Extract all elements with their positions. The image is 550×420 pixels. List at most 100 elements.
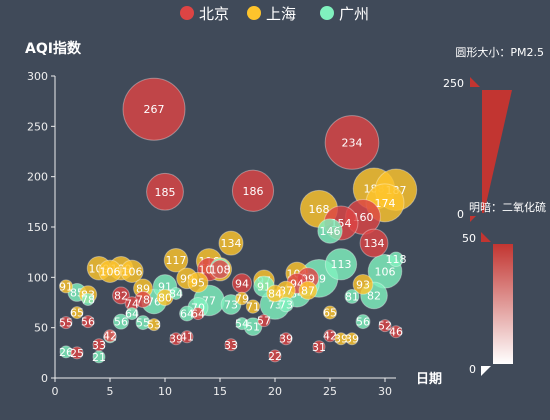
bubble-circle[interactable] bbox=[257, 314, 271, 328]
data-bubble[interactable]: 73 bbox=[278, 296, 294, 313]
bubble-circle[interactable] bbox=[92, 338, 106, 352]
bubble-circle[interactable] bbox=[388, 251, 404, 267]
bubble-circle[interactable] bbox=[122, 77, 186, 141]
data-bubble[interactable]: 71 bbox=[245, 299, 261, 314]
bubble-circle[interactable] bbox=[70, 346, 84, 360]
data-bubble[interactable]: 79 bbox=[235, 291, 249, 306]
visual-map-so2[interactable]: 明暗：二氧化硫 50 0 bbox=[462, 200, 546, 376]
bubble-circle[interactable] bbox=[355, 314, 371, 330]
data-bubble[interactable]: 146 bbox=[317, 218, 343, 244]
data-bubble[interactable]: 117 bbox=[163, 247, 189, 273]
bubble-circle[interactable] bbox=[210, 259, 230, 279]
bubble-circle[interactable] bbox=[70, 306, 84, 320]
data-bubble[interactable]: 113 bbox=[324, 248, 358, 281]
data-bubble[interactable]: 65 bbox=[70, 306, 84, 320]
data-bubble[interactable]: 267 bbox=[122, 77, 186, 141]
bubble-circle[interactable] bbox=[268, 349, 282, 363]
data-bubble[interactable]: 91 bbox=[58, 279, 74, 294]
legend-swatch[interactable] bbox=[247, 6, 261, 20]
legend-label[interactable]: 上海 bbox=[266, 5, 296, 23]
bubble-circle[interactable] bbox=[218, 230, 244, 256]
data-bubble[interactable]: 52 bbox=[378, 319, 392, 333]
data-bubble[interactable]: 33 bbox=[224, 338, 238, 352]
data-bubble[interactable]: 78 bbox=[134, 291, 152, 308]
data-bubble[interactable]: 51 bbox=[243, 317, 263, 337]
bubble-circle[interactable] bbox=[278, 296, 294, 313]
legend-label[interactable]: 北京 bbox=[199, 5, 229, 23]
data-bubble[interactable]: 95 bbox=[187, 271, 209, 293]
data-bubble[interactable]: 234 bbox=[324, 115, 380, 170]
bubble-circle[interactable] bbox=[266, 284, 284, 303]
bubble-circle[interactable] bbox=[352, 274, 374, 295]
visual-map-pm25-max-handle[interactable] bbox=[470, 77, 480, 87]
data-bubble[interactable]: 186 bbox=[231, 169, 275, 212]
bubble-circle[interactable] bbox=[279, 332, 293, 346]
data-bubble[interactable]: 39 bbox=[345, 332, 359, 346]
data-bubble[interactable]: 82 bbox=[112, 286, 130, 305]
data-bubble[interactable]: 185 bbox=[146, 172, 184, 211]
bubble-circle[interactable] bbox=[81, 292, 95, 306]
data-bubble[interactable]: 134 bbox=[359, 228, 389, 258]
legend-label[interactable]: 广州 bbox=[339, 5, 369, 23]
bubble-circle[interactable] bbox=[231, 169, 275, 212]
data-bubble[interactable]: 53 bbox=[147, 318, 161, 332]
bubble-circle[interactable] bbox=[359, 228, 389, 258]
data-bubble[interactable]: 106 bbox=[120, 259, 144, 283]
visual-map-so2-range-bar[interactable] bbox=[493, 244, 513, 364]
data-bubble[interactable]: 57 bbox=[257, 314, 271, 328]
data-bubble[interactable]: 33 bbox=[92, 338, 106, 352]
data-bubble[interactable]: 94 bbox=[231, 273, 253, 294]
bubble-circle[interactable] bbox=[345, 332, 359, 346]
data-bubble[interactable]: 65 bbox=[322, 305, 338, 320]
bubble-circle[interactable] bbox=[120, 259, 144, 283]
legend-swatch[interactable] bbox=[180, 6, 194, 20]
bubble-circle[interactable] bbox=[324, 115, 380, 170]
bubble-circle[interactable] bbox=[389, 325, 403, 339]
bubble-circle[interactable] bbox=[180, 330, 194, 344]
data-bubble[interactable]: 54 bbox=[235, 317, 249, 331]
data-bubble[interactable]: 56 bbox=[112, 313, 130, 330]
data-bubble[interactable]: 84 bbox=[169, 286, 183, 300]
data-bubble[interactable]: 25 bbox=[70, 346, 84, 360]
data-bubble[interactable]: 81 bbox=[344, 289, 360, 304]
bubble-circle[interactable] bbox=[191, 307, 205, 321]
bubble-circle[interactable] bbox=[317, 218, 343, 244]
bubble-circle[interactable] bbox=[58, 279, 74, 294]
bubble-circle[interactable] bbox=[169, 286, 183, 300]
visual-map-so2-max-handle[interactable] bbox=[481, 232, 491, 242]
bubble-circle[interactable] bbox=[324, 248, 358, 281]
bubble-circle[interactable] bbox=[146, 172, 184, 211]
data-bubble[interactable]: 31 bbox=[312, 340, 326, 354]
data-bubble[interactable]: 55 bbox=[59, 316, 73, 330]
data-bubble[interactable]: 21 bbox=[92, 350, 106, 364]
bubble-circle[interactable] bbox=[112, 286, 130, 305]
data-bubble[interactable]: 134 bbox=[218, 230, 244, 256]
visual-map-so2-min-handle[interactable] bbox=[481, 366, 491, 376]
bubble-circle[interactable] bbox=[224, 338, 238, 352]
visual-map-pm25[interactable]: 圆形大小：PM2.5 250 0 bbox=[443, 45, 544, 222]
bubble-circle[interactable] bbox=[59, 316, 73, 330]
data-bubble[interactable]: 84 bbox=[266, 284, 284, 303]
legend-swatch[interactable] bbox=[320, 6, 334, 20]
bubble-circle[interactable] bbox=[235, 291, 249, 306]
data-bubble[interactable]: 74 bbox=[124, 296, 140, 311]
data-bubble[interactable]: 39 bbox=[169, 332, 183, 346]
bubble-circle[interactable] bbox=[147, 318, 161, 332]
bubble-circle[interactable] bbox=[322, 305, 338, 320]
bubble-circle[interactable] bbox=[235, 317, 249, 331]
bubble-circle[interactable] bbox=[245, 299, 261, 314]
bubble-circle[interactable] bbox=[125, 307, 139, 321]
visual-map-pm25-range-bar[interactable] bbox=[482, 90, 512, 213]
data-bubble[interactable]: 93 bbox=[352, 274, 374, 295]
bubble-circle[interactable] bbox=[344, 289, 360, 304]
bubble-circle[interactable] bbox=[103, 329, 117, 343]
visual-map-pm25-min-handle[interactable] bbox=[470, 216, 476, 222]
data-bubble[interactable]: 87 bbox=[298, 280, 318, 300]
bubble-circle[interactable] bbox=[163, 247, 189, 273]
data-bubble[interactable]: 46 bbox=[389, 325, 403, 339]
bubbles[interactable]: 2672341881871861749916818516015410611377… bbox=[58, 77, 418, 364]
data-bubble[interactable]: 41 bbox=[180, 330, 194, 344]
data-bubble[interactable]: 42 bbox=[103, 329, 117, 343]
data-bubble[interactable]: 55 bbox=[135, 315, 151, 331]
data-bubble[interactable]: 56 bbox=[355, 314, 371, 330]
